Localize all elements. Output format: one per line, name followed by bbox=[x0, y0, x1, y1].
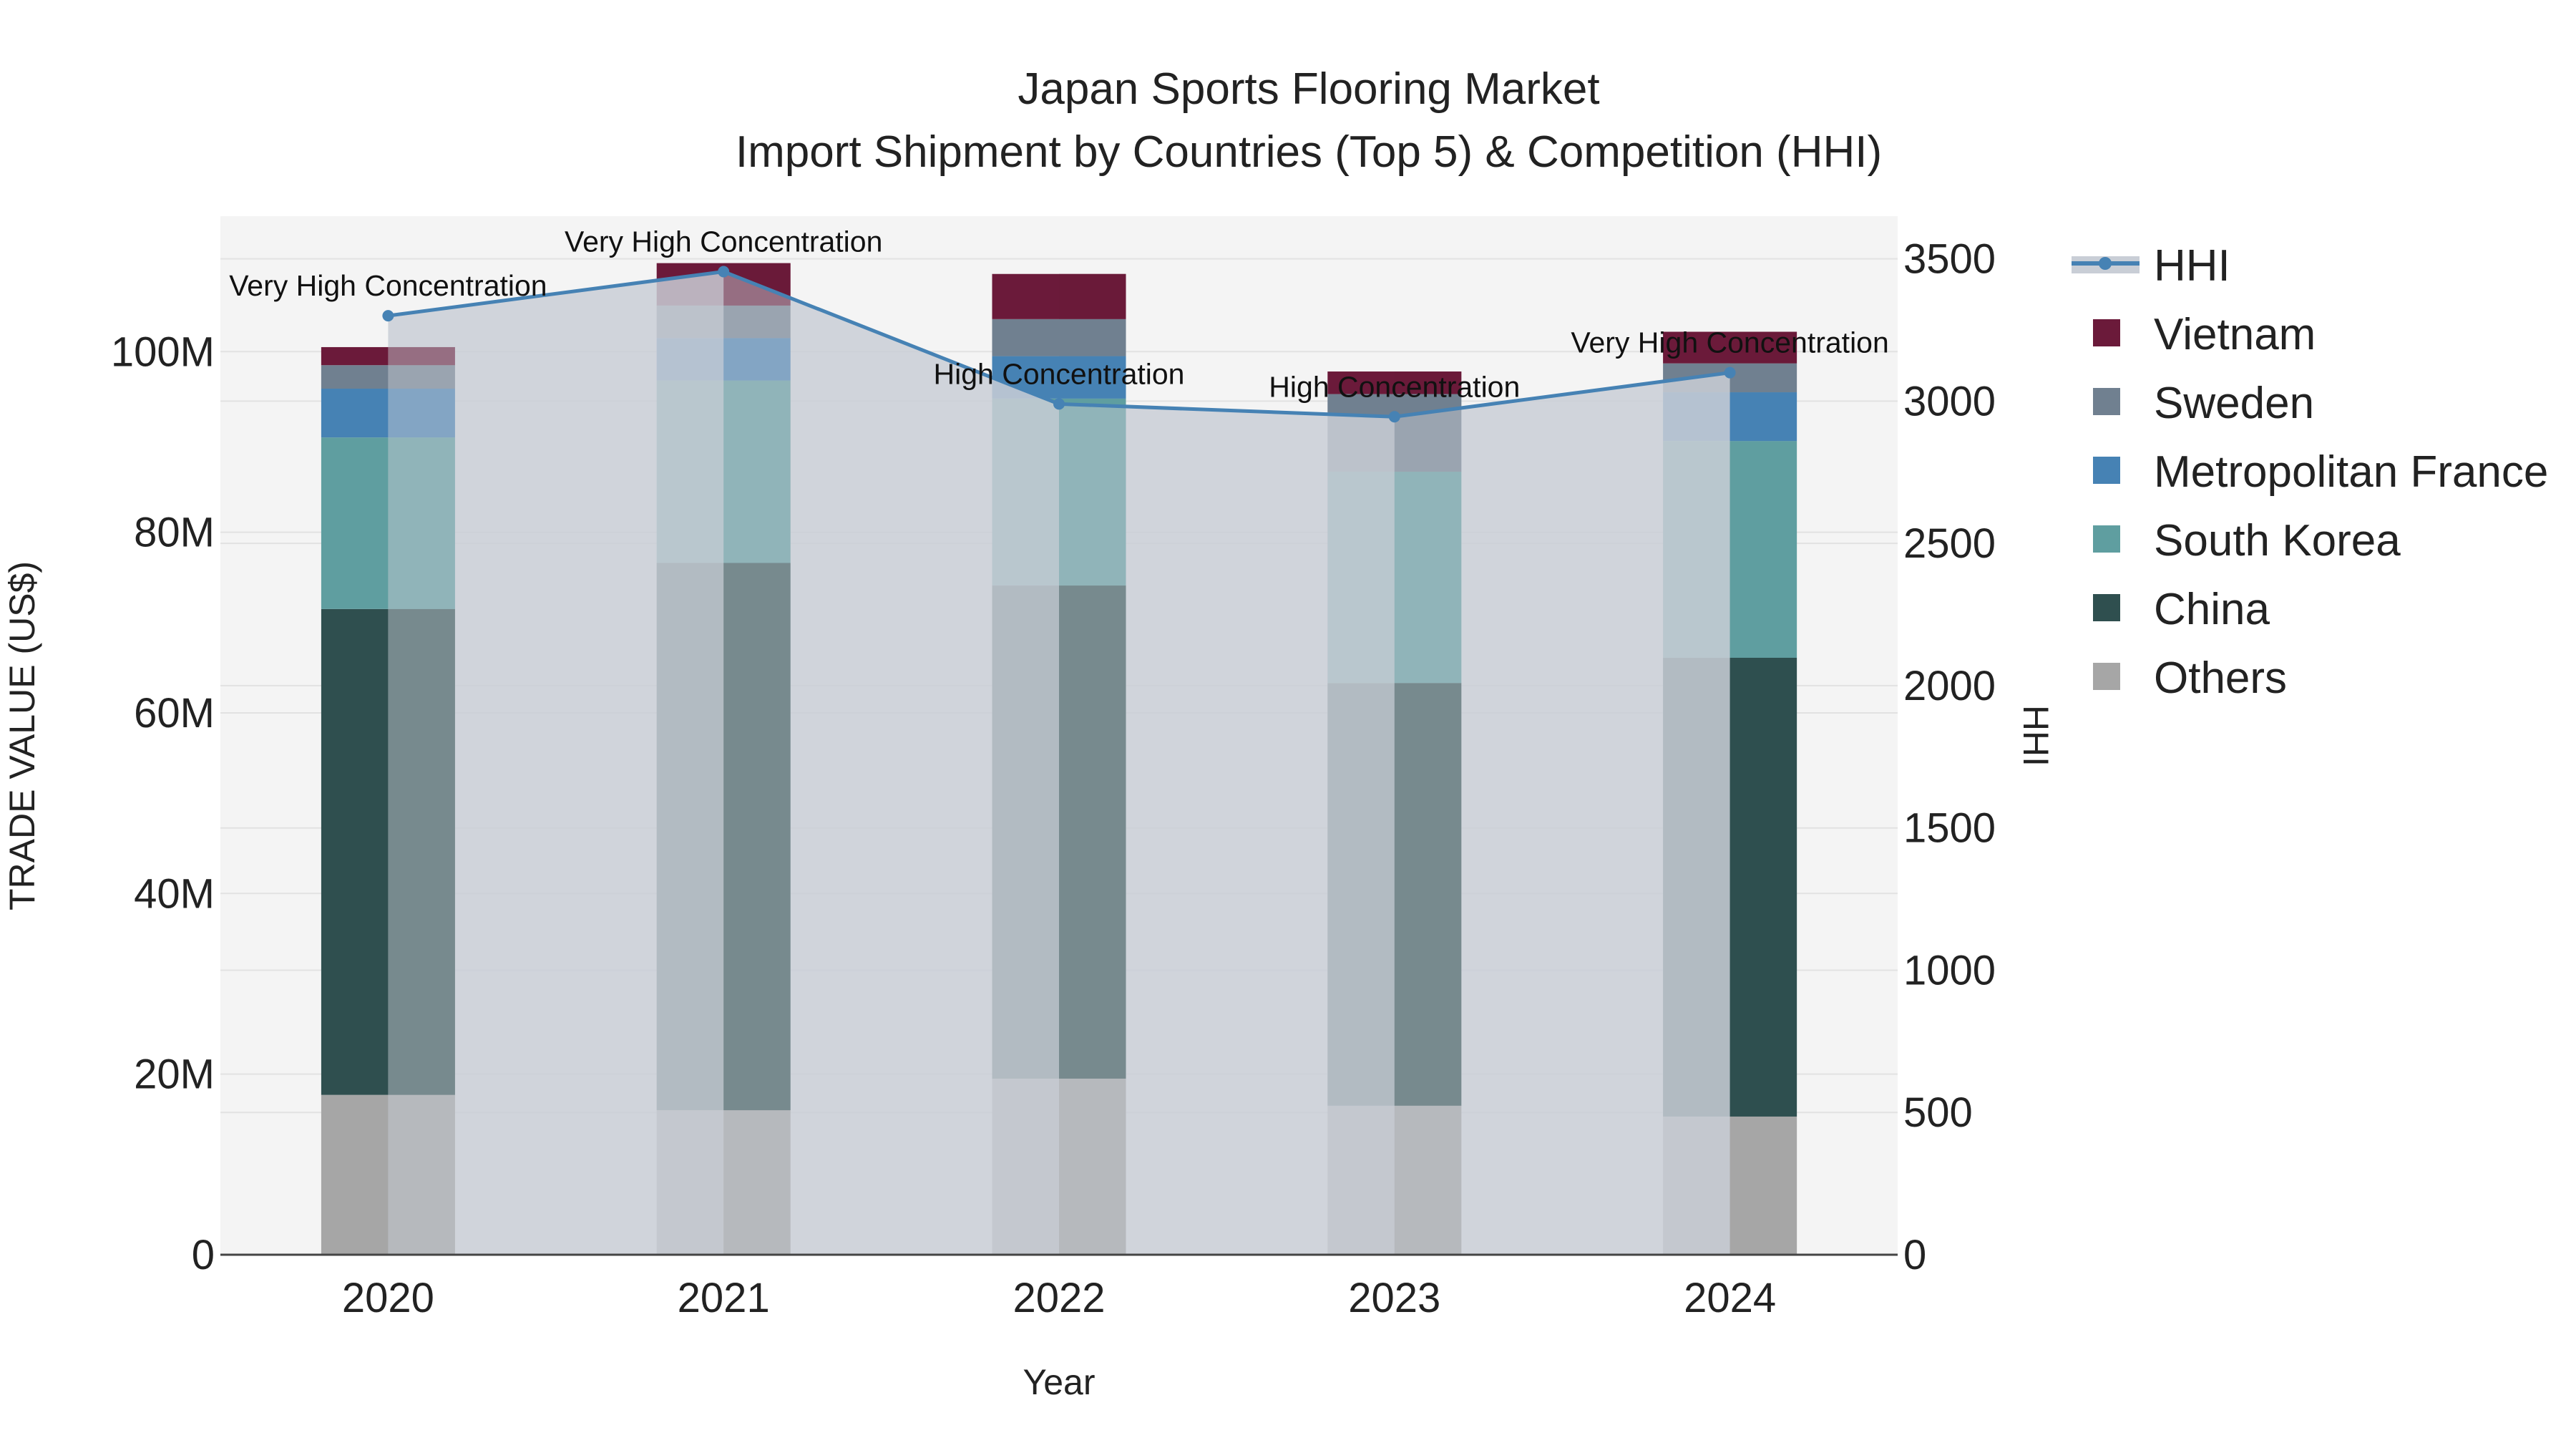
legend-swatch-china bbox=[2093, 594, 2120, 621]
bar-vietnam-2024 bbox=[1729, 331, 1797, 364]
y-axis-title: TRADE VALUE (US$) bbox=[2, 561, 42, 910]
bar-sweden-2022 bbox=[1059, 319, 1126, 356]
y2-tick-label: 500 bbox=[1903, 1089, 1973, 1136]
x-tick-label-2020: 2020 bbox=[342, 1275, 434, 1321]
legend-item-metropolitan-france[interactable]: Metropolitan France bbox=[2093, 447, 2548, 497]
bar-vietnam-2022 bbox=[1059, 273, 1126, 319]
y2-tick-label: 2000 bbox=[1903, 663, 1996, 709]
legend-swatch-hhi-marker bbox=[2099, 257, 2112, 270]
y2-axis-title: HHI bbox=[2016, 705, 2056, 767]
bar-others-2024 bbox=[1729, 1116, 1797, 1255]
bar-vietnam-2023 bbox=[1394, 371, 1462, 394]
bar-south-korea-2022 bbox=[1059, 398, 1126, 586]
legend-swatch-others bbox=[2093, 663, 2120, 690]
legend-item-hhi[interactable]: HHI bbox=[2072, 241, 2230, 291]
hhi-annotation-2024: Very High Concentration bbox=[1571, 326, 1888, 359]
bar-china-2024 bbox=[1729, 657, 1797, 1117]
hhi-annotation-2020: Very High Concentration bbox=[229, 269, 547, 302]
hhi-annotation-2022: High Concentration bbox=[934, 357, 1185, 390]
bar-metropolitan-france-2020 bbox=[388, 388, 455, 438]
bar-china-2022 bbox=[1059, 585, 1126, 1079]
bar-sweden-2023 bbox=[1394, 394, 1462, 472]
y-tick-label: 0 bbox=[192, 1232, 215, 1278]
bar-others-2023 bbox=[1394, 1105, 1462, 1255]
bar-others-2022 bbox=[1059, 1078, 1126, 1255]
bar-others-2021 bbox=[723, 1110, 791, 1255]
legend-label-others: Others bbox=[2154, 653, 2287, 703]
legend-item-others[interactable]: Others bbox=[2093, 653, 2287, 703]
legend-label-metropolitan-france: Metropolitan France bbox=[2154, 447, 2548, 497]
bar-south-korea-2024 bbox=[1729, 441, 1797, 658]
bar-metropolitan-france-2024 bbox=[1729, 392, 1797, 442]
legend-item-china[interactable]: China bbox=[2093, 585, 2270, 634]
y2-tick-label: 3500 bbox=[1903, 236, 1996, 283]
hhi-point-2020 bbox=[382, 310, 394, 322]
bar-others-2020 bbox=[388, 1094, 455, 1255]
legend-label-hhi: HHI bbox=[2154, 241, 2230, 291]
bar-china-2023 bbox=[1394, 683, 1462, 1106]
y-tick-label: 100M bbox=[111, 329, 215, 375]
chart-title-line-2: Import Shipment by Countries (Top 5) & C… bbox=[736, 127, 1882, 177]
x-axis-title: Year bbox=[1023, 1362, 1095, 1402]
legend-swatch-vietnam bbox=[2093, 319, 2120, 346]
hhi-area bbox=[388, 271, 1730, 1255]
legend-item-vietnam[interactable]: Vietnam bbox=[2093, 310, 2316, 359]
chart-title-line-1: Japan Sports Flooring Market bbox=[1018, 64, 1599, 114]
legend-label-sweden: Sweden bbox=[2154, 379, 2314, 428]
bar-metropolitan-france-2021 bbox=[723, 338, 791, 381]
hhi-point-2022 bbox=[1053, 398, 1065, 410]
legend: HHI Vietnam Sweden Metropolitan France South… bbox=[2072, 241, 2548, 703]
y-tick-label: 20M bbox=[134, 1051, 215, 1098]
annotations-layer: Very High Concentration Very High Concent… bbox=[229, 225, 1889, 404]
hhi-area-layer bbox=[388, 271, 1730, 1255]
y-tick-label: 60M bbox=[134, 690, 215, 737]
y2-tick-label: 2500 bbox=[1903, 520, 1996, 567]
bar-vietnam-2022-back bbox=[992, 273, 1126, 319]
legend-label-china: China bbox=[2154, 585, 2270, 634]
hhi-point-2023 bbox=[1388, 411, 1400, 423]
hhi-annotation-2023: High Concentration bbox=[1269, 370, 1520, 403]
y2-tick-label: 1000 bbox=[1903, 947, 1996, 993]
bar-vietnam-2020 bbox=[388, 346, 455, 366]
x-tick-label-2024: 2024 bbox=[1684, 1275, 1776, 1321]
legend-swatch-south-korea bbox=[2093, 525, 2120, 553]
legend-item-south-korea[interactable]: South Korea bbox=[2093, 516, 2401, 565]
legend-label-south-korea: South Korea bbox=[2154, 516, 2401, 565]
axes-layer: 0 20M 40M 60M 80M 100M 0 500 1000 1500 2000 2500 300… bbox=[111, 236, 1996, 1321]
legend-item-sweden[interactable]: Sweden bbox=[2093, 379, 2314, 428]
bar-south-korea-2023 bbox=[1394, 472, 1462, 684]
bar-china-2021 bbox=[723, 563, 791, 1111]
hhi-annotation-2021: Very High Concentration bbox=[565, 225, 882, 258]
bar-sweden-2020 bbox=[388, 365, 455, 389]
legend-swatch-metropolitan-france bbox=[2093, 457, 2120, 484]
bars-front-layer bbox=[388, 263, 1797, 1255]
bar-sweden-2024 bbox=[1729, 363, 1797, 393]
hhi-line-layer bbox=[382, 266, 1736, 423]
bar-south-korea-2021 bbox=[723, 380, 791, 563]
y2-tick-label: 3000 bbox=[1903, 378, 1996, 424]
hhi-point-2024 bbox=[1724, 366, 1736, 379]
x-tick-label-2023: 2023 bbox=[1348, 1275, 1440, 1321]
x-tick-label-2022: 2022 bbox=[1013, 1275, 1105, 1321]
bar-sweden-2021 bbox=[723, 305, 791, 339]
y-tick-label: 40M bbox=[134, 870, 215, 917]
y-tick-label: 80M bbox=[134, 510, 215, 556]
legend-swatch-sweden bbox=[2093, 388, 2120, 415]
y2-tick-label: 0 bbox=[1903, 1232, 1926, 1278]
hhi-point-2021 bbox=[718, 266, 730, 278]
bar-vietnam-2023-back bbox=[1327, 371, 1462, 394]
y2-tick-label: 1500 bbox=[1903, 805, 1996, 852]
bar-sweden-2022-back bbox=[992, 319, 1126, 356]
bar-china-2020 bbox=[388, 608, 455, 1095]
bar-vietnam-2024-back bbox=[1663, 331, 1797, 364]
x-tick-label-2021: 2021 bbox=[678, 1275, 770, 1321]
legend-label-vietnam: Vietnam bbox=[2154, 310, 2316, 359]
bar-south-korea-2020 bbox=[388, 437, 455, 609]
bar-metropolitan-france-2022 bbox=[1059, 356, 1126, 399]
